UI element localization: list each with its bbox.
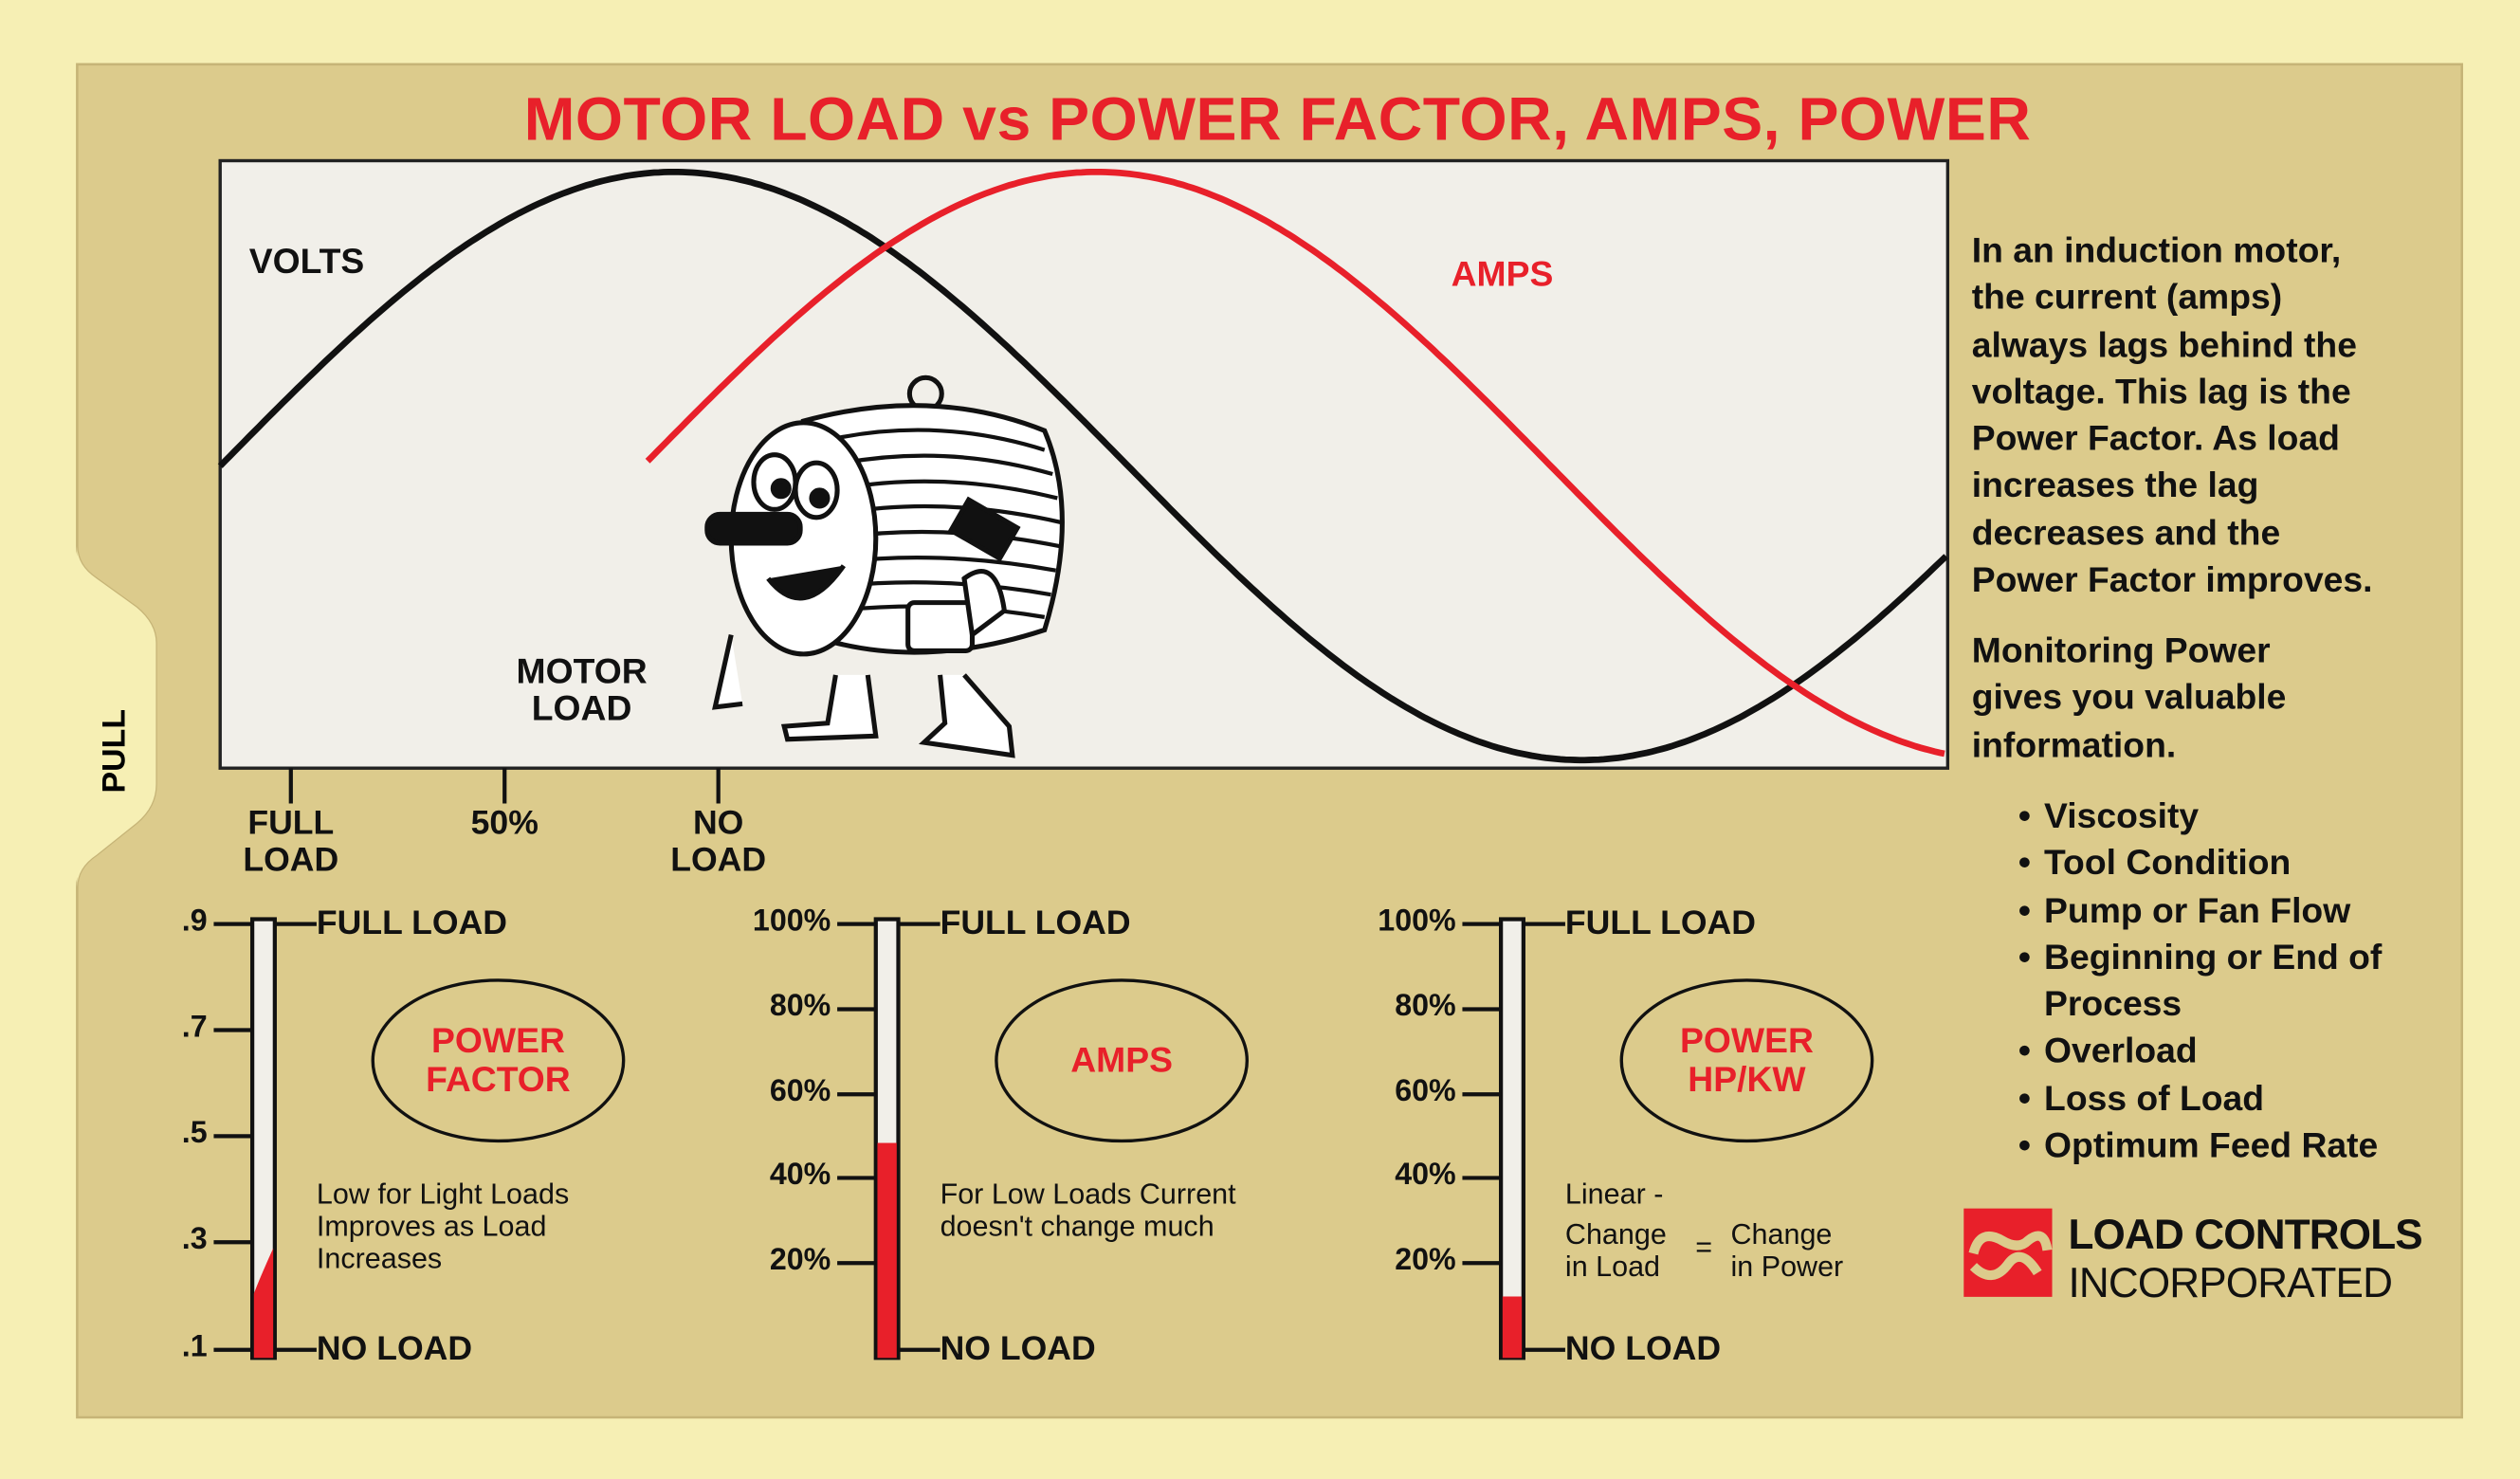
bullet-icon: • <box>2018 1031 2031 1071</box>
logo-line1: LOAD CONTROLS <box>2068 1210 2422 1259</box>
bullet-text: Optimum Feed Rate <box>2044 1124 2379 1166</box>
text-line: increases the lag <box>1971 465 2259 506</box>
gauge-note: For Low Loads Current <box>940 1178 1236 1211</box>
gauge-name-ellipse <box>1619 978 1874 1143</box>
gauge-bottom-label: NO LOAD <box>316 1330 473 1368</box>
gauge-name: POWER <box>1680 1020 1814 1061</box>
text-line: gives you valuable <box>1971 677 2287 718</box>
text-line: Power Factor. As load <box>1971 418 2340 459</box>
benefits-list: • Viscosity • Tool Condition • Pump or Fan Fl… <box>2018 793 2446 1169</box>
bullet-text: Viscosity <box>2044 795 2200 836</box>
load-controls-logo <box>1963 1208 2053 1297</box>
bullet-text: Tool Condition <box>2044 842 2292 884</box>
gauge-note: Improves as Load <box>316 1210 547 1243</box>
text-line: In an induction motor, <box>1971 229 2342 270</box>
gauge-bottom-label: NO LOAD <box>1564 1330 1722 1368</box>
equation-right: in Power <box>1730 1250 1844 1283</box>
gauge-tick-label: 60% <box>769 1074 831 1109</box>
bullet-text: Beginning or End of Process <box>2044 936 2383 1025</box>
gauge-tick-label: .7 <box>181 1011 208 1045</box>
gauge-tick-label: 80% <box>769 990 831 1024</box>
gauge-fill <box>253 1248 274 1359</box>
bullet-icon: • <box>2018 936 2031 977</box>
scale-no-load: NO LOAD <box>670 805 767 880</box>
explanation-paragraph-1: In an induction motor, the current (amps)… <box>1972 227 2455 603</box>
equation-equals: = <box>1695 1231 1713 1264</box>
gauge-name-ellipse <box>995 978 1250 1143</box>
equation-right: Change <box>1730 1217 1833 1251</box>
bullet-icon: • <box>2018 842 2031 884</box>
gauge-tick-label: 40% <box>769 1159 831 1193</box>
gauge-tick-label: .5 <box>181 1117 208 1151</box>
explanation-paragraph-2: Monitoring Power gives you valuable inform… <box>1972 627 2455 768</box>
bullet-icon: • <box>2018 889 2031 930</box>
text-line: information. <box>1971 723 2177 765</box>
bullet-item: • Loss of Load <box>2018 1075 2446 1123</box>
text-line: Monitoring Power <box>1971 630 2271 670</box>
gauge-tick-label: 40% <box>1395 1159 1456 1193</box>
motor-load-label: MOTOR LOAD <box>516 650 648 728</box>
gauge-tick-label: .9 <box>181 904 208 939</box>
bullet-icon: • <box>2018 1077 2031 1119</box>
gauge-top-label: FULL LOAD <box>940 904 1131 942</box>
gauge-tick-label: 100% <box>752 904 831 939</box>
gauge-name: HP/KW <box>1688 1059 1806 1100</box>
text-line: Power Factor improves. <box>1971 558 2373 600</box>
page-title: MOTOR LOAD vs POWER FACTOR, AMPS, POWER <box>523 86 2032 155</box>
gauge-note: Linear - <box>1564 1178 1664 1211</box>
scale-full-load: FULL LOAD <box>243 805 339 880</box>
text-line: voltage. This lag is the <box>1971 371 2351 411</box>
gauge-top-label: FULL LOAD <box>1564 904 1756 942</box>
volts-label: VOLTS <box>248 241 365 282</box>
bullet-item: • Overload <box>2018 1028 2446 1075</box>
gauge-name: FACTOR <box>426 1059 571 1100</box>
bullet-item: • Viscosity <box>2018 793 2446 840</box>
gauge-name: POWER <box>431 1020 565 1061</box>
text-line: the current (amps) <box>1971 277 2283 318</box>
gauge-tick-label: 20% <box>769 1243 831 1278</box>
logo-line2: INCORPORATED <box>2068 1258 2393 1307</box>
gauge-note: Low for Light Loads <box>316 1178 570 1211</box>
text-line: decreases and the <box>1971 512 2281 553</box>
bullet-item: • Beginning or End of Process <box>2018 934 2446 1028</box>
bullet-item: • Pump or Fan Flow <box>2018 886 2446 934</box>
gauge-bar <box>1499 917 1525 1360</box>
bullet-text: Overload <box>2044 1031 2198 1071</box>
equation-left: Change <box>1564 1217 1667 1251</box>
bullet-text: Pump or Fan Flow <box>2044 889 2351 930</box>
gauge-top-label: FULL LOAD <box>316 904 507 942</box>
gauge-tick-label: 60% <box>1395 1074 1456 1109</box>
volts-curve <box>217 168 1949 764</box>
bullet-item: • Tool Condition <box>2018 839 2446 886</box>
gauge-fill <box>1502 1296 1523 1359</box>
gauge-fill <box>877 1142 897 1359</box>
equation-left: in Load <box>1564 1250 1661 1283</box>
gauge-bottom-label: NO LOAD <box>940 1330 1096 1368</box>
bullet-text: Loss of Load <box>2044 1077 2265 1119</box>
pull-tab[interactable]: PULL <box>97 708 133 794</box>
amps-label: AMPS <box>1451 253 1554 295</box>
gauge-name: AMPS <box>1070 1039 1173 1081</box>
gauge-tick-label: 20% <box>1395 1243 1456 1278</box>
gauge-name-ellipse <box>371 978 626 1143</box>
amps-curve <box>645 168 1945 758</box>
bullet-item: • Optimum Feed Rate <box>2018 1122 2446 1169</box>
gauge-note: Increases <box>316 1242 443 1275</box>
gauge-note: doesn't change much <box>940 1210 1214 1243</box>
scale-50: 50% <box>470 805 539 843</box>
waveform-plot <box>218 158 1950 770</box>
gauge-tick-label: .3 <box>181 1222 208 1257</box>
bullet-icon: • <box>2018 795 2031 836</box>
motor-mascot-illustration <box>704 374 1065 758</box>
bullet-icon: • <box>2018 1124 2031 1166</box>
gauge-tick-label: 80% <box>1395 990 1456 1024</box>
text-line: always lags behind the <box>1971 323 2357 365</box>
gauge-tick-label: 100% <box>1378 904 1456 939</box>
gauge-tick-label: .1 <box>181 1330 208 1365</box>
